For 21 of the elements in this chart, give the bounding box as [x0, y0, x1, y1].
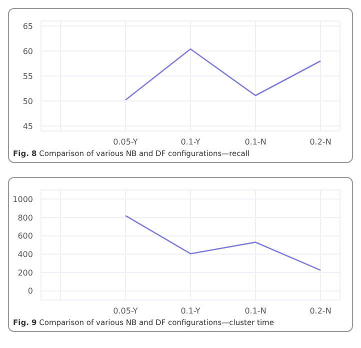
x-tick-label: 0.05-Y [113, 306, 138, 316]
x-tick-label: 0.05-Y [113, 138, 138, 147]
y-tick-label: 200 [18, 268, 33, 278]
y-tick-label: 60 [22, 46, 33, 56]
x-tick-label: 0.2-N [310, 306, 332, 316]
x-tick-label: 0.1-Y [180, 306, 200, 316]
y-tick-label: 50 [22, 96, 33, 106]
x-tick-label: 0.2-N [310, 138, 332, 147]
y-tick-label: 0 [28, 286, 33, 296]
y-tick-label: 55 [22, 72, 33, 81]
x-tick-label: 0.1-Y [180, 138, 200, 147]
line-series [124, 215, 322, 271]
line-series [124, 48, 322, 101]
y-tick-label: 45 [22, 122, 33, 131]
y-tick-label: 800 [18, 213, 33, 222]
y-tick-label: 65 [22, 22, 33, 31]
y-tick-label: 1000 [12, 195, 33, 204]
y-tick-label: 400 [18, 250, 33, 260]
x-tick-label: 0.1-N [244, 306, 266, 316]
y-tick-label: 600 [18, 232, 33, 241]
x-tick-label: 0.1-N [244, 138, 266, 147]
